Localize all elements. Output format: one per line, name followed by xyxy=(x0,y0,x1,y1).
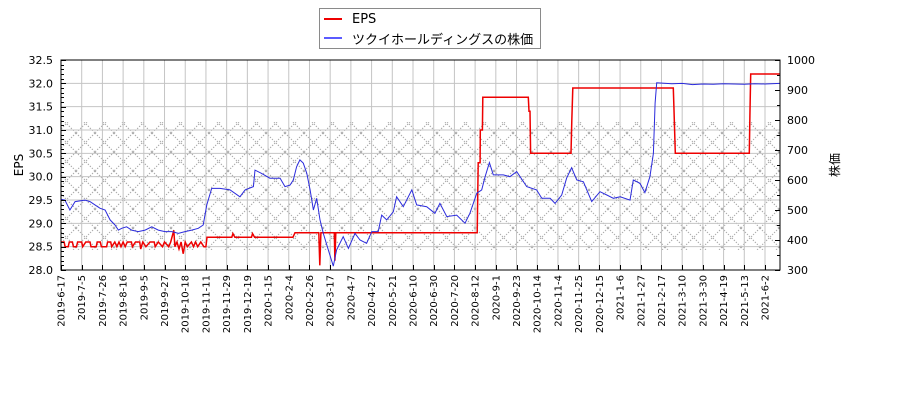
x-tick-label: 2020-1-15 xyxy=(264,275,275,327)
y-tick-label: 29.0 xyxy=(29,217,54,230)
x-tick-label: 2021-1-6 xyxy=(616,275,627,320)
legend-label-price: ツクイホールディングスの株価 xyxy=(352,32,534,48)
x-tick-label: 2021-4-19 xyxy=(719,275,730,327)
x-tick-label: 2020-2-26 xyxy=(305,275,316,327)
shaded-band xyxy=(61,122,780,250)
x-tick-label: 2020-4-27 xyxy=(367,275,378,327)
crosshatch-band xyxy=(61,122,780,250)
x-tick-label: 2021-6-2 xyxy=(761,275,772,320)
x-tick-label: 2019-9-5 xyxy=(139,275,150,320)
x-tick-label: 2020-4-7 xyxy=(346,275,357,320)
x-tick-label: 2020-11-25 xyxy=(574,275,585,333)
x-tick-label: 2019-9-27 xyxy=(160,275,171,327)
x-tick-label: 2021-3-10 xyxy=(678,275,689,327)
y2-tick-label: 400 xyxy=(787,234,808,247)
x-tick-label: 2021-2-17 xyxy=(657,275,668,327)
eps-line xyxy=(61,73,780,266)
x-tick-label: 2020-8-12 xyxy=(471,275,482,327)
plot-series xyxy=(60,73,780,267)
y-tick-label: 31.0 xyxy=(29,124,54,137)
legend-swatch-price xyxy=(324,37,342,39)
y2-tick-label: 600 xyxy=(787,174,808,187)
y-tick-label: 29.5 xyxy=(29,194,54,207)
x-tick-label: 2021-5-13 xyxy=(740,275,751,327)
y-tick-label: 28.5 xyxy=(29,241,54,254)
x-tick-label: 2019-7-5 xyxy=(77,275,88,320)
x-tick-label: 2020-5-21 xyxy=(388,275,399,327)
legend-item-price: ツクイホールディングスの株価 xyxy=(320,29,534,48)
x-tick-label: 2020-2-4 xyxy=(284,275,295,320)
x-tick-label: 2021-3-30 xyxy=(698,275,709,327)
x-tick-label: 2020-9-23 xyxy=(512,275,523,327)
x-tick-label: 2019-7-26 xyxy=(98,275,109,327)
y2-tick-label: 900 xyxy=(787,84,808,97)
legend-label-eps: EPS xyxy=(352,11,377,27)
x-tick-label: 2020-10-14 xyxy=(533,275,544,333)
y-axis-label-price: 株価 xyxy=(827,153,842,177)
x-tick-label: 2019-11-29 xyxy=(222,275,233,333)
legend-item-eps: EPS xyxy=(320,10,376,28)
x-tick-label: 2019-10-18 xyxy=(181,275,192,333)
x-tick-label: 2019-11-11 xyxy=(201,275,212,333)
y2-tick-label: 700 xyxy=(787,144,808,157)
price-line xyxy=(60,82,780,267)
y-tick-label: 32.5 xyxy=(29,54,54,67)
axes xyxy=(60,59,781,271)
y-tick-label: 31.5 xyxy=(29,101,54,114)
y2-tick-label: 500 xyxy=(787,204,808,217)
y-axis-label-eps: EPS xyxy=(12,154,26,176)
y-tick-label: 30.5 xyxy=(29,147,54,160)
x-tick-label: 2020-12-15 xyxy=(595,275,606,333)
x-tick-label: 2020-11-4 xyxy=(553,275,564,327)
x-tick-label: 2019-8-16 xyxy=(119,275,130,327)
x-tick-label: 2020-6-10 xyxy=(409,275,420,327)
y2-tick-label: 800 xyxy=(787,114,808,127)
y-tick-label: 32.0 xyxy=(29,77,54,90)
tick-labels: 28.0 28.5 29.0 29.5 30.0 30.5 31.0 31.5 32.0 32.5… xyxy=(29,54,816,333)
x-tick-label: 2020-7-20 xyxy=(450,275,461,327)
x-tick-label: 2020-9-1 xyxy=(491,275,502,320)
x-tick-label: 2019-12-19 xyxy=(243,275,254,333)
gridlines xyxy=(60,59,780,271)
x-tick-label: 2020-6-30 xyxy=(429,275,440,327)
y-tick-label: 30.0 xyxy=(29,171,54,184)
x-tick-label: 2020-3-17 xyxy=(326,275,337,327)
y2-tick-label: 1000 xyxy=(787,54,815,67)
x-tick-label: 2019-6-17 xyxy=(57,275,68,327)
legend: EPS ツクイホールディングスの株価 xyxy=(319,8,541,49)
y-tick-label: 28.0 xyxy=(29,264,54,277)
legend-swatch-eps xyxy=(324,18,342,20)
x-tick-label: 2021-1-27 xyxy=(636,275,647,327)
y2-tick-label: 300 xyxy=(787,264,808,277)
